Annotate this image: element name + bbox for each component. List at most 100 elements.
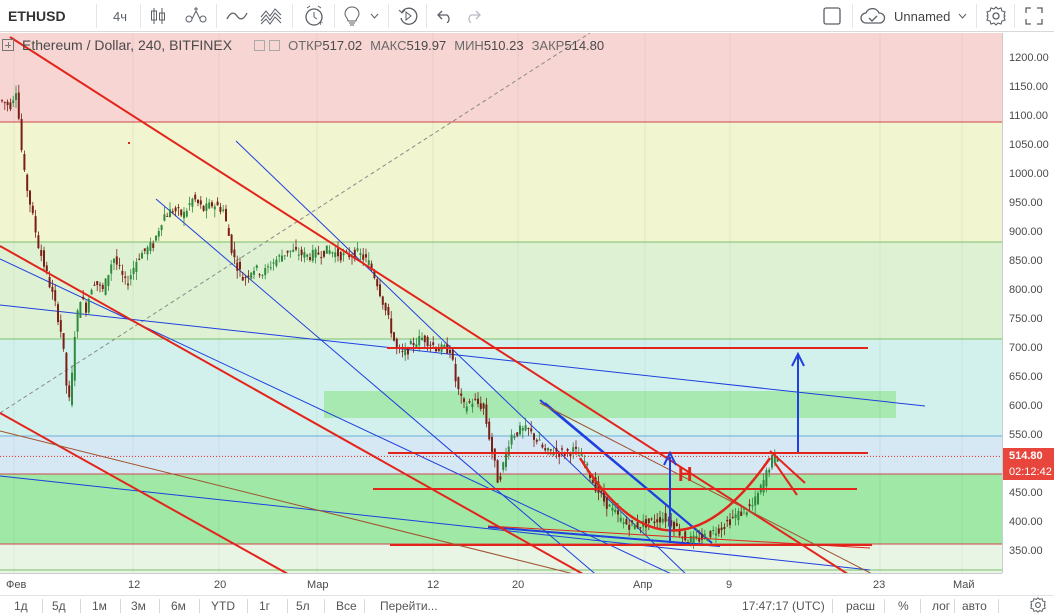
candle-body	[474, 398, 477, 400]
time-tick-label: 20	[214, 579, 227, 591]
candle-body	[37, 235, 40, 249]
candle-body	[535, 439, 538, 442]
compare-icon[interactable]	[182, 2, 210, 30]
candle-body	[465, 406, 468, 412]
fullscreen-square-icon[interactable]	[820, 2, 844, 30]
candle-body	[631, 520, 633, 523]
layout-save-button[interactable]: Unnamed	[860, 2, 972, 30]
ideas-dropdown-chevron-icon[interactable]	[366, 2, 382, 30]
price-tick-label: 1150.00	[1009, 81, 1048, 93]
candle-body	[303, 252, 306, 258]
price-tick-label: 650.00	[1009, 371, 1043, 383]
candle-body	[771, 455, 773, 468]
interval-label: 4ч	[112, 8, 127, 24]
legend-settings-icon[interactable]	[254, 39, 266, 51]
candle-body	[437, 348, 440, 352]
chart-settings-gear-icon[interactable]	[1030, 597, 1046, 616]
candle-body	[667, 519, 670, 521]
toolbar-divider	[334, 4, 335, 28]
bottom-bar-divider	[199, 599, 200, 613]
candle-body	[605, 497, 608, 509]
range-button[interactable]: 5л	[296, 599, 310, 613]
candle-body	[258, 274, 261, 276]
range-button[interactable]: 6м	[171, 599, 186, 613]
candle-body	[295, 246, 297, 250]
replay-icon[interactable]	[396, 2, 420, 30]
candle-body	[726, 519, 729, 522]
indicators-icon[interactable]	[224, 2, 250, 30]
candle-body	[62, 333, 65, 349]
toolbar-divider	[976, 4, 977, 28]
range-button[interactable]: YTD	[211, 599, 235, 613]
candle-body	[734, 514, 737, 519]
time-axis[interactable]: Фев 12 20 Мар 12 20 Апр 9 23 Май	[0, 573, 1002, 595]
candle-body	[443, 345, 446, 348]
candle-body	[541, 444, 544, 448]
legend-hide-icon[interactable]	[269, 39, 281, 51]
templates-icon[interactable]	[258, 2, 284, 30]
candle-body	[429, 344, 432, 346]
settings-gear-icon[interactable]	[984, 2, 1008, 30]
candle-body	[569, 453, 572, 457]
candle-body	[59, 320, 62, 332]
bottom-bar-divider	[42, 599, 43, 613]
price-tick-label: 1200.00	[1009, 52, 1049, 64]
bottom-bar: 1д 5д 1м 3м 6м YTD 1г 5л Все Перейти... 17:47:17 (…	[0, 595, 1054, 616]
candle-body	[233, 249, 236, 258]
candle-body	[393, 332, 395, 341]
candle-body	[695, 536, 698, 539]
range-button[interactable]: 5д	[52, 599, 66, 613]
close-label: ЗАКР	[531, 37, 565, 53]
cloud-icon	[860, 8, 886, 24]
brown-trendline	[0, 430, 573, 573]
ideas-lightbulb-icon[interactable]	[340, 2, 364, 30]
candle-body	[731, 516, 734, 518]
candle-body	[149, 242, 152, 251]
redo-icon[interactable]	[462, 2, 484, 30]
candle-body	[717, 528, 720, 534]
interval-button[interactable]: 4ч	[104, 2, 136, 30]
candle-body	[194, 194, 197, 200]
time-tick-label: 12	[128, 579, 141, 591]
utc-clock[interactable]: 17:47:17 (UTC)	[742, 599, 825, 613]
candle-body	[384, 303, 387, 311]
zone-green-light	[0, 242, 1002, 339]
candle-body	[740, 511, 743, 516]
candle-body	[549, 449, 552, 451]
scale-toggle-button[interactable]: лог	[932, 599, 951, 613]
price-axis[interactable]: 1200.00 1150.00 1100.00 1050.00 1000.00 950.0…	[1002, 33, 1054, 573]
candle-body	[628, 524, 631, 530]
range-button[interactable]: 1м	[92, 599, 107, 613]
candle-body	[706, 539, 709, 541]
time-tick-label: Апр	[633, 579, 653, 591]
symbol-search-button[interactable]: ETHUSD	[8, 2, 74, 30]
chart-pane[interactable]: Н Ethereum / Dollar, 240, BITFINEX ОТКР …	[0, 33, 1002, 573]
bottom-bar-divider	[364, 599, 365, 613]
candle-body	[597, 481, 600, 493]
candle-body	[482, 403, 485, 409]
candle-body	[124, 276, 127, 278]
candle-body	[409, 340, 412, 345]
scale-toggle-button[interactable]: %	[898, 599, 909, 613]
alert-icon[interactable]: +	[300, 2, 328, 30]
candle-body	[191, 198, 194, 207]
scale-toggle-button[interactable]: расш	[846, 599, 875, 613]
candle-body	[29, 190, 31, 205]
candle-body	[104, 278, 107, 295]
scale-toggle-button[interactable]: авто	[962, 599, 987, 613]
candles-style-icon[interactable]	[146, 2, 170, 30]
candle-body	[435, 347, 437, 352]
zone-yellow	[0, 122, 1002, 242]
expand-fullscreen-icon[interactable]	[1022, 2, 1046, 30]
range-button[interactable]: Все	[336, 599, 357, 613]
candle-body	[479, 403, 482, 409]
legend-expand-icon[interactable]	[2, 39, 14, 51]
range-button[interactable]: 3м	[131, 599, 146, 613]
goto-date-button[interactable]: Перейти...	[380, 599, 438, 613]
undo-icon[interactable]	[434, 2, 456, 30]
candle-body	[661, 518, 664, 523]
range-button[interactable]: 1д	[14, 599, 28, 613]
red-trendline	[774, 462, 798, 496]
candle-body	[278, 255, 281, 257]
range-button[interactable]: 1г	[259, 599, 271, 613]
